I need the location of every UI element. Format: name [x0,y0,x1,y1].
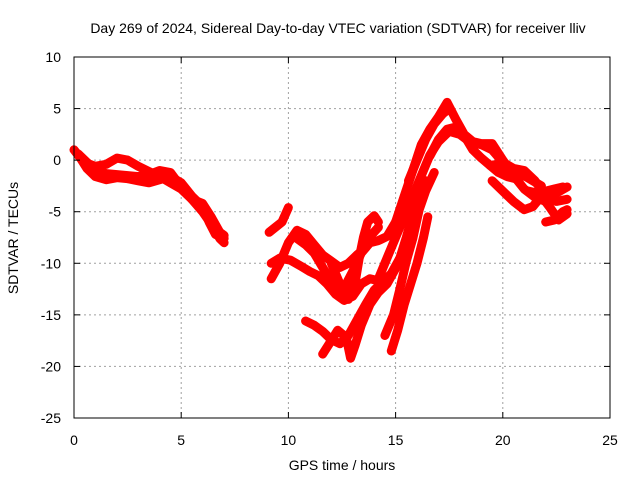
data-series [69,97,572,363]
series-track-12 [380,168,439,340]
y-tick-label: -5 [49,204,62,220]
series-track-8 [326,211,383,304]
series-track-11 [386,212,433,356]
y-tick-label: 0 [53,152,61,168]
y-tick-label: 10 [45,49,61,65]
series-track-15 [404,104,454,186]
chart-title: Day 269 of 2024, Sidereal Day-to-day VTE… [90,20,585,36]
y-tick-label: -20 [41,358,61,374]
x-tick-label: 5 [177,432,185,448]
x-axis: 0 5 10 15 20 25 [70,57,618,448]
y-axis-title: SDTVAR / TECUs [5,182,21,294]
plot-frame [73,56,611,419]
series-track-3 [82,153,229,248]
series-track-19 [524,182,568,198]
y-tick-label: -25 [41,410,61,426]
series-track-10 [318,176,431,363]
y-tick-label: -15 [41,307,61,323]
x-tick-label: 20 [495,432,511,448]
x-tick-label: 0 [70,432,78,448]
grid [74,57,610,418]
x-tick-label: 25 [602,432,618,448]
x-axis-title: GPS time / hours [289,457,396,473]
x-tick-label: 10 [281,432,297,448]
y-tick-label: 5 [53,101,61,117]
y-axis: -25 -20 -15 -10 -5 0 5 10 [41,49,610,426]
x-tick-label: 15 [388,432,404,448]
series-track-4 [264,203,293,237]
series-track-18 [485,159,529,179]
y-tick-label: -10 [41,255,61,271]
series-track-20 [541,205,572,227]
